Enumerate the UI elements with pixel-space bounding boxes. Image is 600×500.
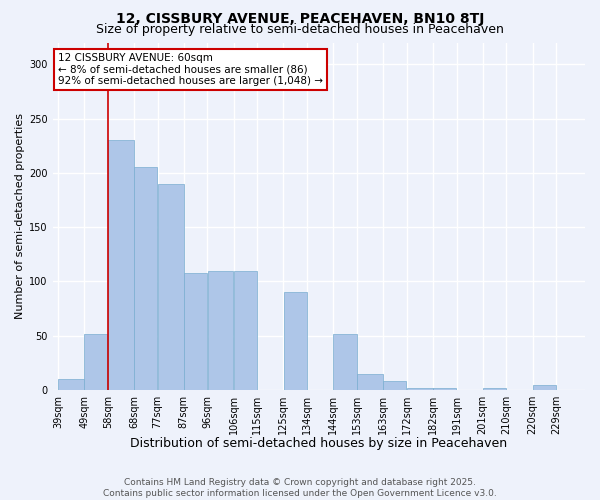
- Y-axis label: Number of semi-detached properties: Number of semi-detached properties: [15, 113, 25, 319]
- Text: Contains HM Land Registry data © Crown copyright and database right 2025.
Contai: Contains HM Land Registry data © Crown c…: [103, 478, 497, 498]
- Bar: [134, 168, 157, 390]
- Text: Size of property relative to semi-detached houses in Peacehaven: Size of property relative to semi-detach…: [96, 22, 504, 36]
- Bar: [108, 140, 134, 390]
- X-axis label: Distribution of semi-detached houses by size in Peacehaven: Distribution of semi-detached houses by …: [130, 437, 508, 450]
- Bar: [158, 184, 184, 390]
- Bar: [407, 388, 433, 390]
- Bar: [234, 270, 257, 390]
- Bar: [483, 388, 506, 390]
- Bar: [433, 388, 456, 390]
- Bar: [357, 374, 383, 390]
- Bar: [85, 334, 107, 390]
- Bar: [284, 292, 307, 390]
- Bar: [184, 272, 207, 390]
- Bar: [383, 382, 406, 390]
- Bar: [334, 334, 356, 390]
- Text: 12 CISSBURY AVENUE: 60sqm
← 8% of semi-detached houses are smaller (86)
92% of s: 12 CISSBURY AVENUE: 60sqm ← 8% of semi-d…: [58, 53, 323, 86]
- Bar: [208, 270, 233, 390]
- Bar: [58, 379, 84, 390]
- Bar: [533, 384, 556, 390]
- Text: 12, CISSBURY AVENUE, PEACEHAVEN, BN10 8TJ: 12, CISSBURY AVENUE, PEACEHAVEN, BN10 8T…: [116, 12, 484, 26]
